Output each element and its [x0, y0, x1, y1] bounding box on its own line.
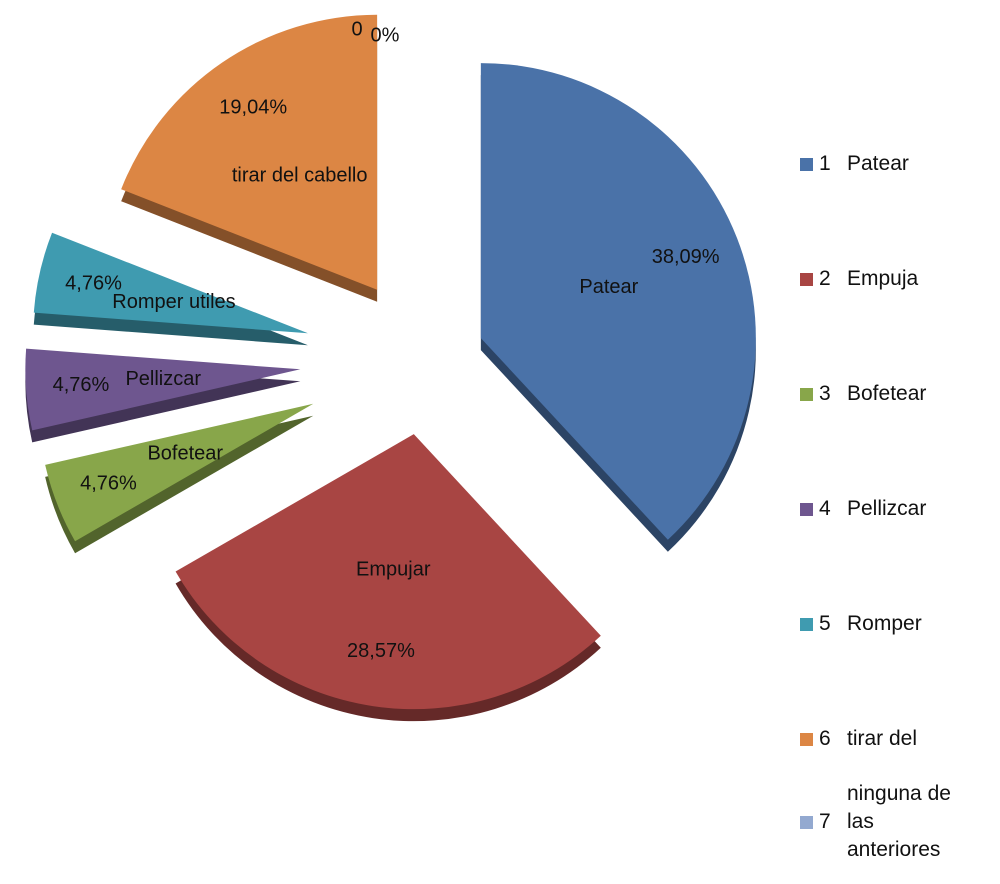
legend-entry: 5 Romper — [800, 610, 967, 638]
pie-area: 38,09% Patear 28,57% Empujar 4,76% Bofetear 4,… — [25, 14, 756, 722]
legend-number: 2 — [819, 267, 831, 290]
value-label: 38,09% — [652, 246, 720, 268]
legend-label: Empuja — [847, 267, 919, 290]
legend-entry: 2 Empuja — [800, 265, 967, 293]
value-label: 4,76% — [53, 374, 110, 396]
legend-entry: 6 tirar del — [800, 725, 967, 753]
value-label: 4,76% — [65, 273, 122, 295]
legend-entry: 7 ninguna de las anteriores — [800, 780, 967, 864]
slice — [175, 434, 601, 710]
slice — [480, 63, 756, 540]
legend-number: 4 — [819, 497, 831, 520]
legend-swatch — [800, 815, 813, 829]
slice — [33, 232, 309, 334]
legend-label: ninguna de las anteriores — [847, 782, 951, 861]
legend-swatch — [800, 272, 813, 286]
legend-entry: 4 Pellizcar — [800, 495, 967, 523]
legend-swatch — [800, 387, 813, 401]
legend-number: 3 — [819, 382, 831, 405]
legend-label: Pellizcar — [847, 497, 927, 520]
value-label: 28,57% — [347, 640, 415, 662]
value-label: 19,04% — [219, 96, 287, 118]
legend-swatch — [800, 157, 813, 171]
legend-label: Bofetear — [847, 382, 927, 405]
slice-label: Bofetear — [147, 442, 223, 464]
legend-label: Patear — [847, 152, 909, 175]
legend-label: Romper — [847, 612, 922, 635]
legend-swatch — [800, 617, 813, 631]
legend-label: tirar del — [847, 727, 918, 750]
legend-entry: 1 Patear — [800, 150, 967, 178]
legend-number: 7 — [819, 810, 831, 833]
slice — [45, 403, 314, 542]
slice-label: Romper utiles — [112, 291, 235, 313]
legend-swatch — [800, 502, 813, 516]
legend-number: 5 — [819, 612, 831, 635]
slice-label: Empujar — [356, 558, 431, 580]
value-label: 4,76% — [80, 472, 137, 494]
legend-number: 1 — [819, 152, 831, 175]
legend-swatch — [800, 732, 813, 746]
slice-label: 0 — [351, 18, 362, 40]
slice — [25, 348, 301, 431]
slice-label: tirar del cabello — [232, 164, 368, 186]
slice — [121, 14, 378, 290]
slice-label: Pellizcar — [125, 368, 201, 390]
slice-label: Patear — [579, 276, 638, 298]
legend-entry: 3 Bofetear — [800, 380, 967, 408]
legend-number: 6 — [819, 727, 831, 750]
value-label: 0% — [371, 24, 400, 46]
